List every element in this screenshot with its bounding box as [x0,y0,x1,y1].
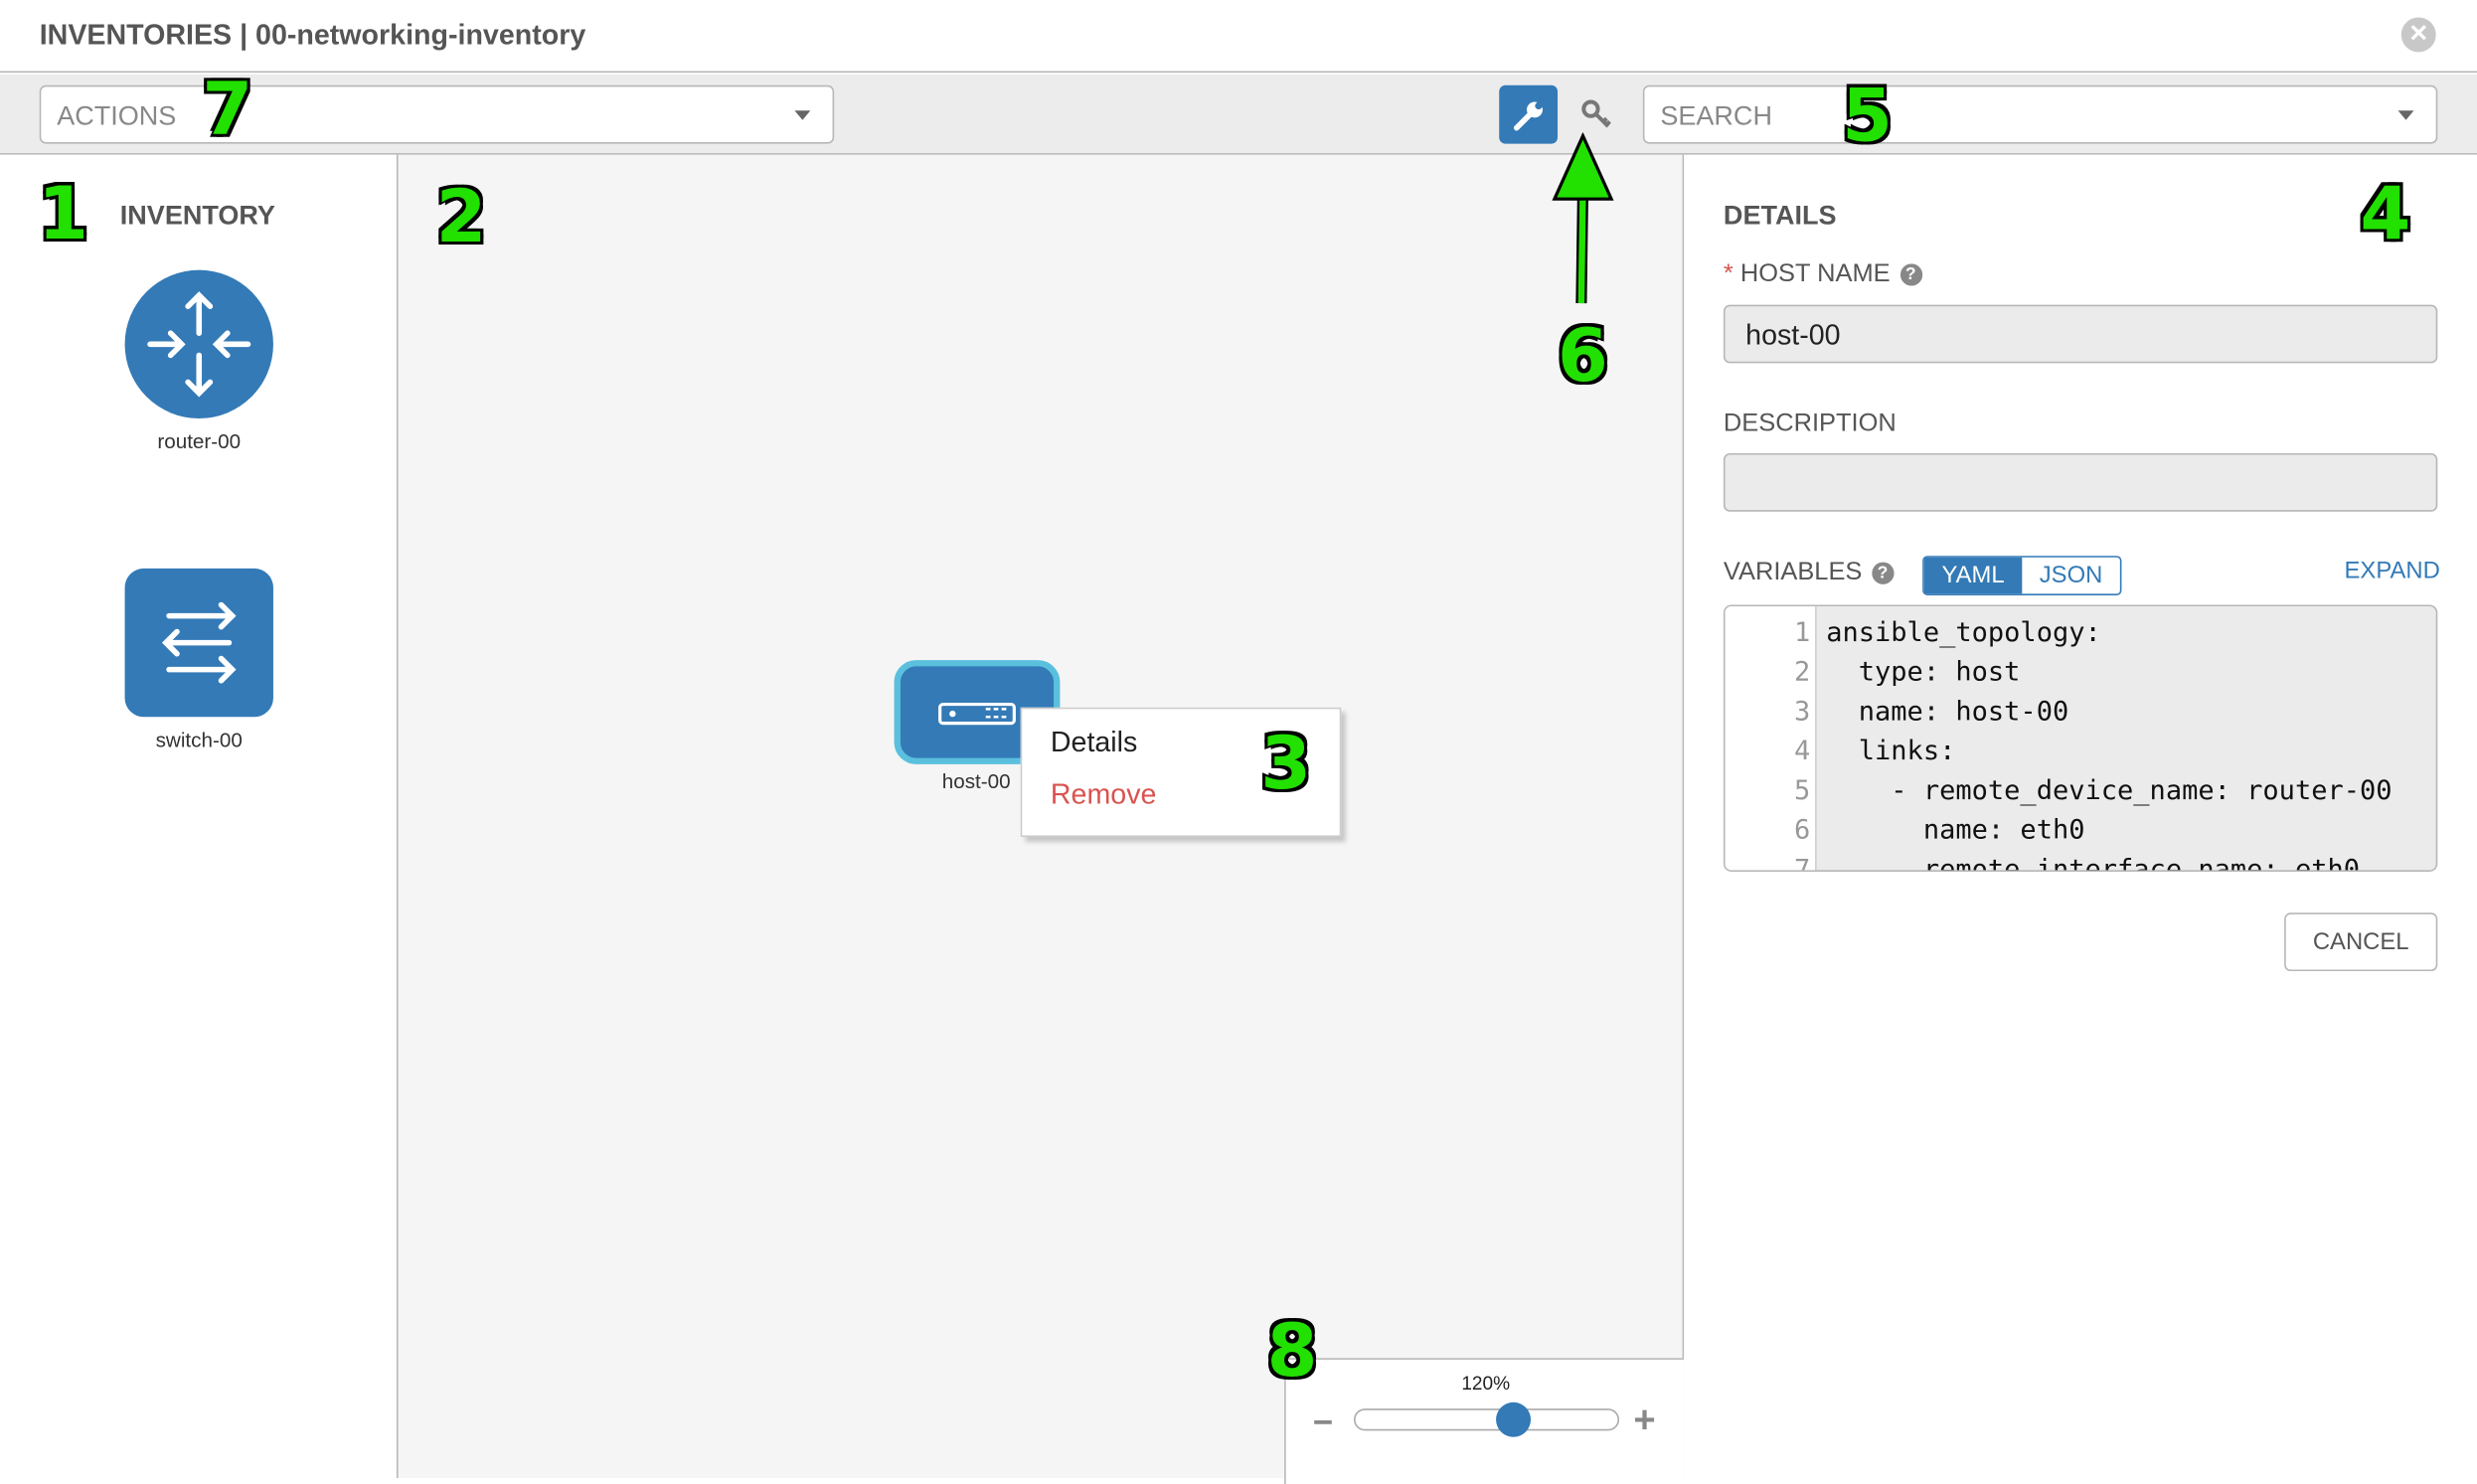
annotation-4: 4 [2359,169,2412,257]
inventory-title: INVENTORY [119,200,275,231]
host-name-text: HOST NAME [1739,260,1891,288]
context-menu: Details Remove [1020,707,1342,838]
header: INVENTORIES | 00-networking-inventory ✕ [0,0,2477,74]
inventory-panel: INVENTORY router-00 switch-00 [0,154,399,1479]
code-line: links: [1826,736,1956,768]
variables-editor[interactable]: 1 ansible_topology: 2 type: host 3 name: ho… [1723,604,2438,872]
variables-text: VARIABLES [1723,559,1863,586]
annotation-2: 2 [434,172,488,260]
chevron-down-icon [794,110,811,120]
line-number: 6 [1794,814,1811,847]
switch-icon [161,601,237,684]
zoom-control: 120% − + [1284,1358,1685,1484]
annotation-1: 1 [37,169,90,257]
annotation-8: 8 [1265,1306,1319,1395]
json-toggle[interactable]: JSON [2039,562,2103,589]
wrench-icon [1513,101,1543,131]
line-gutter [1725,606,1817,871]
menu-item-details[interactable]: Details [1050,726,1138,758]
zoom-slider-handle[interactable] [1496,1402,1532,1437]
host-label: host-00 [941,768,1011,793]
cancel-button[interactable]: CANCEL [2284,912,2438,972]
close-icon[interactable]: ✕ [2400,17,2436,53]
arrow-annotation [1552,132,1614,304]
code-line: name: host-00 [1826,696,2069,729]
line-number: 5 [1794,775,1811,807]
annotation-3: 3 [1259,719,1313,807]
code-line: - remote_device_name: router-00 [1826,775,2393,807]
router-icon [147,291,251,398]
search-placeholder: SEARCH [1660,100,1772,131]
search-dropdown[interactable]: SEARCH [1642,84,2438,144]
host-icon [938,702,1016,726]
host-name-input[interactable]: host-00 [1723,304,2438,364]
description-input[interactable] [1723,452,2438,512]
help-icon[interactable]: ? [1899,263,1922,286]
wrench-button[interactable] [1499,84,1559,144]
line-number: 2 [1794,656,1811,689]
line-number: 1 [1794,617,1811,649]
inventory-item-switch[interactable] [124,568,273,718]
actions-dropdown[interactable]: ACTIONS [39,84,835,144]
code-line: remote_interface_name: eth0 [1826,854,2361,872]
zoom-out-button[interactable]: − [1312,1402,1334,1442]
page-title: INVENTORIES | 00-networking-inventory [39,19,586,51]
required-marker: * [1723,260,1734,288]
annotation-5: 5 [1841,71,1895,159]
switch-label: switch-00 [155,728,243,752]
description-label: DESCRIPTION [1723,411,1897,438]
details-title: DETAILS [1723,200,1837,231]
line-number: 4 [1794,736,1811,768]
expand-link[interactable]: EXPAND [2344,557,2440,584]
key-icon [1581,99,1611,128]
line-number: 3 [1794,696,1811,729]
chevron-down-icon [2397,110,2414,120]
help-icon[interactable]: ? [1871,562,1895,584]
format-toggle: YAML JSON [1922,556,2122,595]
variables-label: VARIABLES? [1723,559,1895,587]
code-line: name: eth0 [1826,814,2085,847]
zoom-slider[interactable] [1354,1408,1620,1431]
menu-item-remove[interactable]: Remove [1050,778,1157,811]
inventory-item-router[interactable] [124,269,273,419]
router-label: router-00 [157,429,242,453]
line-number: 7 [1794,854,1811,872]
host-name-label: * HOST NAME? [1723,260,1922,289]
actions-placeholder: ACTIONS [57,100,177,131]
yaml-toggle[interactable]: YAML [1923,557,2023,594]
code-line: ansible_topology: [1826,617,2101,649]
annotation-7: 7 [201,65,254,153]
zoom-in-button[interactable]: + [1633,1399,1656,1442]
topology-canvas[interactable]: host-00 Details Remove 120% − + [398,154,1685,1484]
annotation-6: 6 [1556,311,1609,400]
code-line: type: host [1826,656,2021,689]
key-button[interactable] [1570,85,1622,144]
zoom-level: 120% [1461,1372,1511,1395]
